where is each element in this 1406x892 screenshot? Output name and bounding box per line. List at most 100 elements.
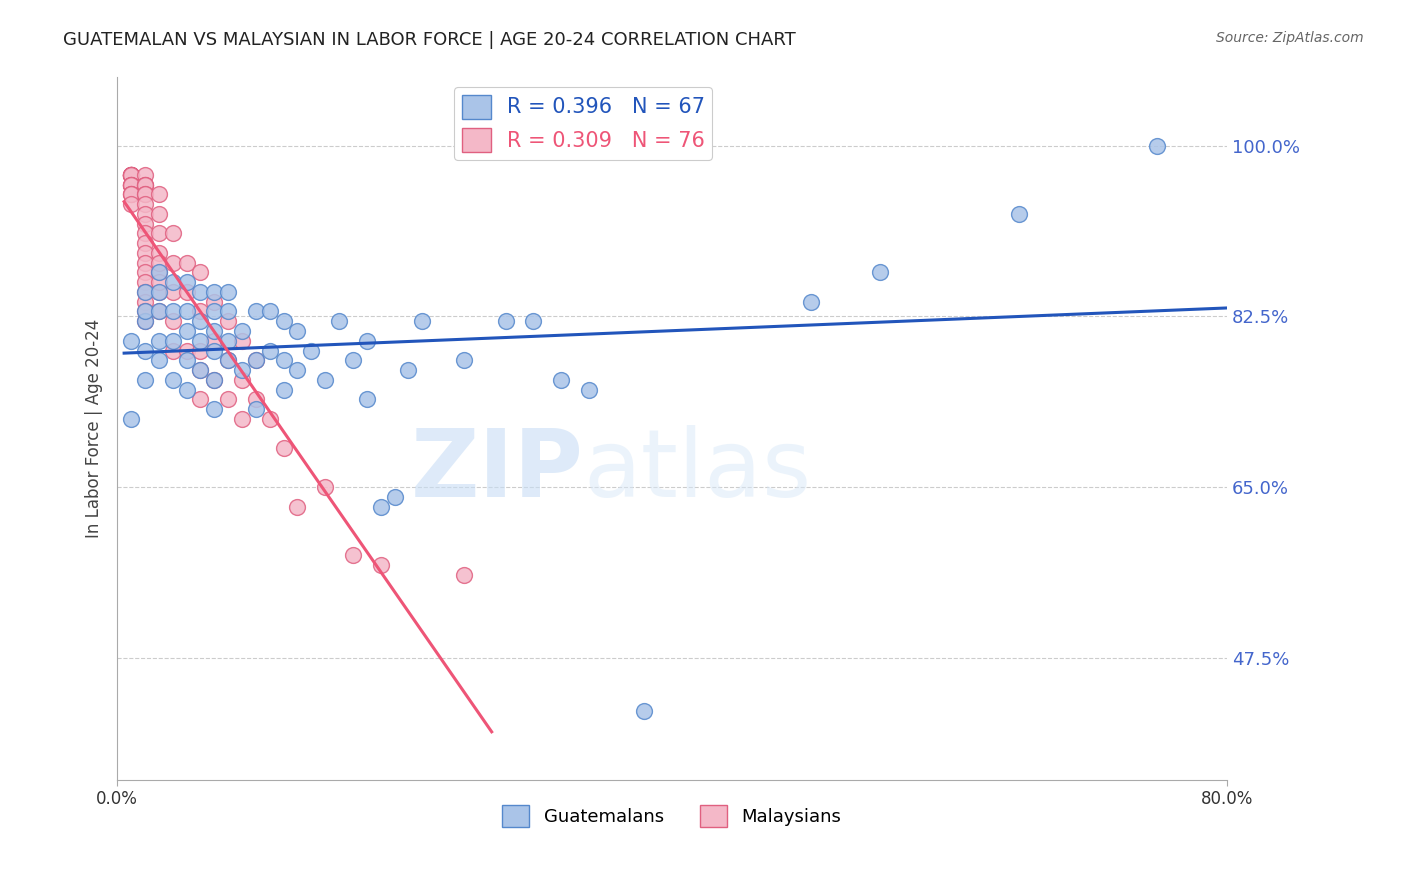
Point: [384, 490, 406, 504]
Point: [134, 168, 156, 182]
Text: ZIP: ZIP: [411, 425, 583, 516]
Point: [231, 363, 253, 377]
Point: [120, 411, 142, 425]
Point: [148, 285, 170, 299]
Point: [370, 500, 392, 514]
Point: [299, 343, 322, 358]
Point: [176, 256, 198, 270]
Point: [202, 324, 225, 338]
Point: [1146, 138, 1168, 153]
Point: [120, 334, 142, 348]
Point: [148, 304, 170, 318]
Point: [120, 168, 142, 182]
Point: [202, 285, 225, 299]
Point: [342, 549, 364, 563]
Point: [134, 178, 156, 192]
Point: [176, 343, 198, 358]
Point: [398, 363, 420, 377]
Point: [120, 178, 142, 192]
Point: [202, 294, 225, 309]
Point: [134, 217, 156, 231]
Point: [134, 343, 156, 358]
Point: [217, 392, 239, 407]
Point: [134, 314, 156, 328]
Point: [217, 285, 239, 299]
Point: [134, 314, 156, 328]
Point: [190, 314, 212, 328]
Point: [190, 343, 212, 358]
Point: [162, 285, 184, 299]
Point: [190, 392, 212, 407]
Point: [176, 275, 198, 289]
Point: [148, 265, 170, 279]
Point: [176, 304, 198, 318]
Point: [273, 383, 295, 397]
Point: [231, 334, 253, 348]
Point: [217, 304, 239, 318]
Point: [231, 324, 253, 338]
Point: [120, 168, 142, 182]
Text: Source: ZipAtlas.com: Source: ZipAtlas.com: [1216, 31, 1364, 45]
Point: [245, 402, 267, 417]
Point: [259, 411, 281, 425]
Point: [162, 314, 184, 328]
Point: [148, 207, 170, 221]
Point: [495, 314, 517, 328]
Point: [134, 304, 156, 318]
Point: [134, 236, 156, 251]
Point: [148, 187, 170, 202]
Point: [245, 353, 267, 368]
Point: [202, 343, 225, 358]
Point: [120, 178, 142, 192]
Point: [148, 275, 170, 289]
Point: [120, 187, 142, 202]
Point: [190, 334, 212, 348]
Point: [287, 500, 309, 514]
Point: [120, 168, 142, 182]
Point: [134, 373, 156, 387]
Point: [134, 285, 156, 299]
Point: [190, 265, 212, 279]
Point: [273, 441, 295, 455]
Point: [273, 314, 295, 328]
Point: [217, 353, 239, 368]
Point: [202, 334, 225, 348]
Point: [162, 304, 184, 318]
Point: [148, 285, 170, 299]
Point: [148, 246, 170, 260]
Point: [134, 227, 156, 241]
Point: [314, 480, 336, 494]
Point: [162, 256, 184, 270]
Point: [217, 353, 239, 368]
Point: [550, 373, 572, 387]
Point: [148, 304, 170, 318]
Point: [273, 353, 295, 368]
Point: [356, 334, 378, 348]
Point: [370, 558, 392, 572]
Point: [148, 265, 170, 279]
Point: [120, 178, 142, 192]
Point: [134, 207, 156, 221]
Point: [578, 383, 600, 397]
Point: [202, 373, 225, 387]
Point: [134, 275, 156, 289]
Point: [800, 294, 823, 309]
Point: [120, 168, 142, 182]
Point: [120, 187, 142, 202]
Point: [120, 168, 142, 182]
Point: [202, 304, 225, 318]
Point: [231, 373, 253, 387]
Point: [162, 343, 184, 358]
Point: [217, 334, 239, 348]
Point: [453, 353, 475, 368]
Point: [120, 168, 142, 182]
Point: [176, 324, 198, 338]
Point: [633, 704, 655, 718]
Point: [134, 197, 156, 211]
Point: [134, 178, 156, 192]
Point: [202, 373, 225, 387]
Point: [411, 314, 433, 328]
Point: [217, 314, 239, 328]
Point: [231, 411, 253, 425]
Point: [202, 402, 225, 417]
